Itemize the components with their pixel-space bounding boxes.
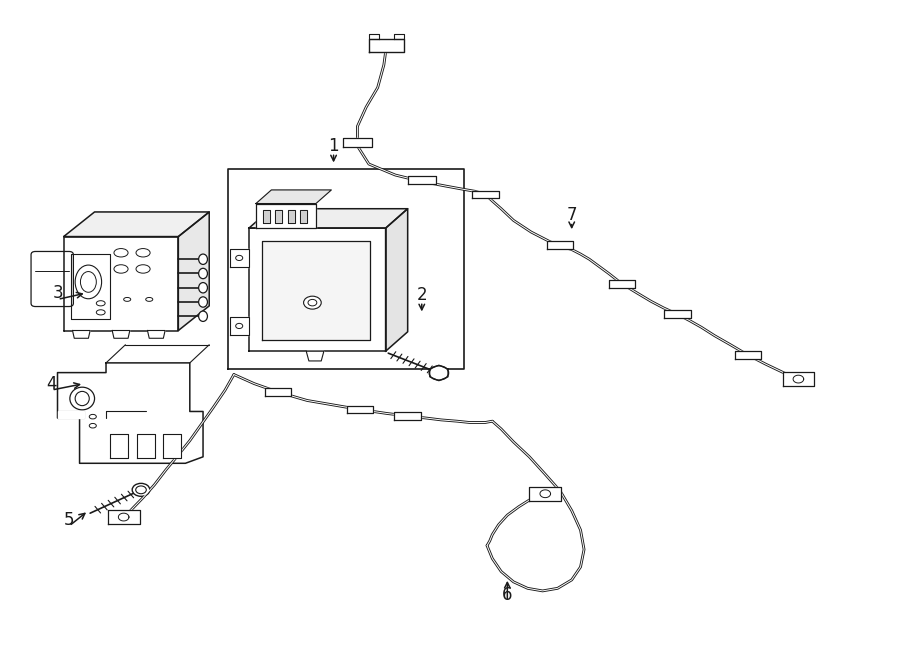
Ellipse shape: [236, 323, 243, 329]
Ellipse shape: [199, 268, 207, 279]
Text: 2: 2: [417, 286, 428, 304]
Polygon shape: [58, 363, 203, 463]
Ellipse shape: [146, 297, 153, 301]
Ellipse shape: [199, 311, 207, 321]
Polygon shape: [256, 204, 316, 228]
Polygon shape: [664, 311, 691, 318]
Polygon shape: [300, 210, 307, 223]
Polygon shape: [472, 190, 499, 198]
Ellipse shape: [89, 414, 96, 419]
Ellipse shape: [96, 310, 105, 315]
Polygon shape: [178, 212, 209, 330]
Polygon shape: [369, 34, 380, 39]
Polygon shape: [230, 317, 249, 335]
Text: 4: 4: [46, 375, 57, 393]
Ellipse shape: [136, 486, 147, 494]
Polygon shape: [73, 330, 90, 338]
Polygon shape: [275, 210, 283, 223]
Polygon shape: [249, 209, 408, 228]
Ellipse shape: [96, 301, 105, 306]
Polygon shape: [112, 330, 130, 338]
Ellipse shape: [136, 249, 150, 257]
Polygon shape: [265, 388, 292, 396]
Ellipse shape: [136, 265, 150, 273]
Polygon shape: [230, 249, 249, 267]
Ellipse shape: [303, 296, 321, 309]
Ellipse shape: [123, 297, 130, 301]
Polygon shape: [262, 241, 370, 340]
Polygon shape: [529, 486, 561, 501]
Polygon shape: [249, 228, 385, 351]
Polygon shape: [735, 351, 761, 359]
Polygon shape: [64, 212, 209, 237]
Polygon shape: [148, 330, 165, 338]
Ellipse shape: [199, 254, 207, 264]
Polygon shape: [256, 190, 331, 204]
Polygon shape: [346, 406, 374, 413]
Polygon shape: [164, 434, 181, 458]
Ellipse shape: [76, 391, 89, 406]
Polygon shape: [306, 351, 324, 361]
FancyBboxPatch shape: [31, 251, 74, 307]
Ellipse shape: [80, 272, 96, 292]
Polygon shape: [58, 411, 84, 418]
Ellipse shape: [199, 282, 207, 293]
Polygon shape: [369, 39, 404, 52]
Polygon shape: [782, 372, 814, 386]
Polygon shape: [288, 210, 295, 223]
Text: 1: 1: [328, 137, 339, 155]
Ellipse shape: [114, 265, 128, 273]
Polygon shape: [108, 510, 140, 524]
Polygon shape: [608, 280, 635, 288]
Ellipse shape: [308, 299, 317, 306]
Polygon shape: [137, 434, 155, 458]
Polygon shape: [393, 34, 404, 39]
Text: 7: 7: [566, 206, 577, 224]
Polygon shape: [408, 176, 436, 184]
Ellipse shape: [236, 255, 243, 260]
Ellipse shape: [89, 424, 96, 428]
Ellipse shape: [70, 387, 94, 410]
Polygon shape: [385, 209, 408, 351]
Ellipse shape: [132, 483, 149, 496]
Ellipse shape: [75, 265, 102, 299]
Polygon shape: [64, 237, 178, 330]
Ellipse shape: [114, 249, 128, 257]
Text: 5: 5: [64, 511, 74, 529]
Polygon shape: [228, 169, 464, 369]
Polygon shape: [263, 210, 270, 223]
Polygon shape: [343, 139, 372, 147]
Ellipse shape: [199, 297, 207, 307]
Polygon shape: [394, 412, 421, 420]
Text: 3: 3: [52, 284, 63, 302]
Polygon shape: [547, 241, 573, 249]
Ellipse shape: [429, 366, 448, 380]
Polygon shape: [111, 434, 128, 458]
Text: 6: 6: [502, 586, 513, 603]
